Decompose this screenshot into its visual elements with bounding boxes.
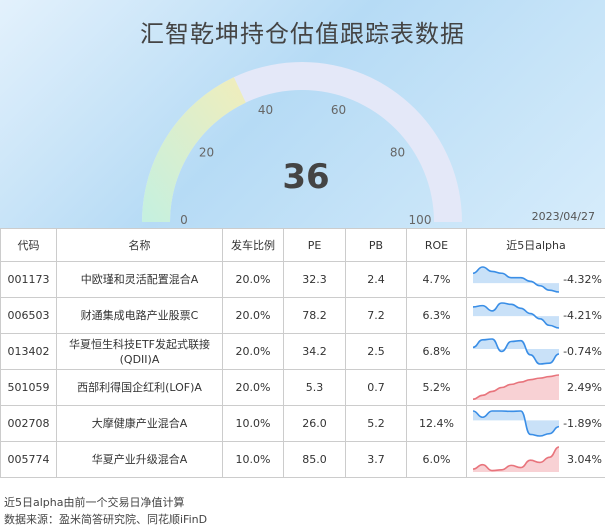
sparkline-area — [473, 411, 559, 436]
roe-value: 12.4% — [406, 405, 467, 442]
table-row: 006503 财通集成电路产业股票C 20.0% 78.2 7.2 6.3% -… — [0, 297, 605, 334]
table-row: 002708 大摩健康产业混合A 10.0% 26.0 5.2 12.4% -1… — [0, 405, 605, 442]
fund-name-line1: 华夏恒生科技ETF发起式联接 — [69, 337, 210, 351]
pb-value: 2.5 — [345, 333, 407, 370]
fund-name: 西部利得国企红利(LOF)A — [56, 369, 223, 406]
sparkline-area — [473, 375, 559, 400]
fund-code: 006503 — [0, 297, 57, 334]
gauge-tick-label: 100 — [409, 213, 432, 227]
alpha-sparkline — [472, 266, 560, 293]
alpha-cell: -4.21% — [466, 297, 605, 334]
pe-value: 5.3 — [283, 369, 346, 406]
header-pe: PE — [283, 228, 346, 262]
sparkline-line — [472, 374, 560, 401]
pb-value: 7.2 — [345, 297, 407, 334]
fund-code: 013402 — [0, 333, 57, 370]
page-title: 汇智乾坤持仓估值跟踪表数据 — [140, 20, 465, 48]
sparkline-area — [473, 303, 559, 328]
alpha-value: -4.32% — [563, 273, 602, 286]
alpha-cell: 3.04% — [466, 441, 605, 478]
gauge-tick-label: 20 — [199, 146, 214, 160]
sparkline-line — [472, 410, 560, 437]
pb-value: 3.7 — [345, 441, 407, 478]
pb-value: 0.7 — [345, 369, 407, 406]
fund-name: 大摩健康产业混合A — [56, 405, 223, 442]
fund-name-line2: (QDII)A — [119, 352, 160, 366]
gauge-tick-label: 0 — [180, 213, 188, 227]
pe-value: 26.0 — [283, 405, 346, 442]
pe-value: 85.0 — [283, 441, 346, 478]
gauge-tick-label: 40 — [258, 103, 273, 117]
roe-value: 6.0% — [406, 441, 467, 478]
roe-value: 4.7% — [406, 261, 467, 298]
footer-notes: 近5日alpha由前一个交易日净值计算 数据来源：盈米简答研究院、同花顺iFin… — [4, 494, 207, 528]
pb-value: 5.2 — [345, 405, 407, 442]
sparkline-area — [473, 267, 559, 292]
gauge-tick-label: 80 — [390, 146, 405, 160]
alpha-sparkline — [472, 446, 560, 472]
alpha-value: 2.49% — [567, 381, 602, 394]
alpha-value: -0.74% — [563, 345, 602, 358]
allocation-ratio: 20.0% — [222, 369, 284, 406]
sparkline-line — [472, 302, 560, 329]
allocation-ratio: 10.0% — [222, 441, 284, 478]
header-ratio: 发车比例 — [222, 228, 284, 262]
alpha-cell: -0.74% — [466, 333, 605, 370]
header-roe: ROE — [406, 228, 467, 262]
fund-name: 中欧瑾和灵活配置混合A — [56, 261, 223, 298]
fund-code: 001173 — [0, 261, 57, 298]
roe-value: 5.2% — [406, 369, 467, 406]
header-name: 名称 — [56, 228, 223, 262]
alpha-value: -4.21% — [563, 309, 602, 322]
header-pb: PB — [345, 228, 407, 262]
pe-value: 34.2 — [283, 333, 346, 370]
gauge-panel: 汇智乾坤持仓估值跟踪表数据 0 20 40 60 80 100 36 2023/04/27 — [0, 0, 605, 228]
fund-name: 华夏恒生科技ETF发起式联接 (QDII)A — [56, 333, 223, 370]
table-row: 005774 华夏产业升级混合A 10.0% 85.0 3.7 6.0% 3.0… — [0, 441, 605, 478]
fund-name: 财通集成电路产业股票C — [56, 297, 223, 334]
alpha-cell: -1.89% — [466, 405, 605, 442]
alpha-cell: 2.49% — [466, 369, 605, 406]
pe-value: 32.3 — [283, 261, 346, 298]
fund-name: 华夏产业升级混合A — [56, 441, 223, 478]
alpha-sparkline — [472, 410, 560, 437]
roe-value: 6.3% — [406, 297, 467, 334]
pe-value: 78.2 — [283, 297, 346, 334]
allocation-ratio: 10.0% — [222, 405, 284, 442]
gauge-value: 36 — [282, 157, 329, 197]
alpha-sparkline — [472, 374, 560, 401]
holdings-table: 代码 名称 发车比例 PE PB ROE 近5日alpha 001173 中欧瑾… — [0, 228, 605, 478]
allocation-ratio: 20.0% — [222, 333, 284, 370]
roe-value: 6.8% — [406, 333, 467, 370]
sparkline-area — [473, 339, 559, 364]
alpha-value: -1.89% — [563, 417, 602, 430]
sparkline-line — [472, 338, 560, 365]
table-row: 501059 西部利得国企红利(LOF)A 20.0% 5.3 0.7 5.2%… — [0, 369, 605, 406]
table-header-row: 代码 名称 发车比例 PE PB ROE 近5日alpha — [0, 228, 605, 262]
alpha-sparkline — [472, 302, 560, 329]
allocation-ratio: 20.0% — [222, 297, 284, 334]
alpha-sparkline — [472, 338, 560, 365]
sparkline-line — [472, 446, 560, 472]
fund-code: 002708 — [0, 405, 57, 442]
allocation-ratio: 20.0% — [222, 261, 284, 298]
table-row: 001173 中欧瑾和灵活配置混合A 20.0% 32.3 2.4 4.7% -… — [0, 261, 605, 298]
header-alpha: 近5日alpha — [466, 228, 605, 262]
pb-value: 2.4 — [345, 261, 407, 298]
date-label: 2023/04/27 — [531, 210, 595, 223]
header-code: 代码 — [0, 228, 57, 262]
fund-code: 501059 — [0, 369, 57, 406]
footer-source: 数据来源：盈米简答研究院、同花顺iFinD — [4, 513, 208, 526]
sparkline-line — [472, 266, 560, 293]
gauge-tick-label: 60 — [331, 103, 346, 117]
footer-note: 近5日alpha由前一个交易日净值计算 — [4, 496, 185, 509]
table-row: 013402 华夏恒生科技ETF发起式联接 (QDII)A 20.0% 34.2 … — [0, 333, 605, 370]
alpha-value: 3.04% — [567, 453, 602, 466]
gauge-chart: 0 20 40 60 80 100 36 — [142, 62, 462, 227]
alpha-cell: -4.32% — [466, 261, 605, 298]
sparkline-area — [473, 447, 559, 472]
fund-code: 005774 — [0, 441, 57, 478]
gauge-fill — [142, 77, 246, 223]
